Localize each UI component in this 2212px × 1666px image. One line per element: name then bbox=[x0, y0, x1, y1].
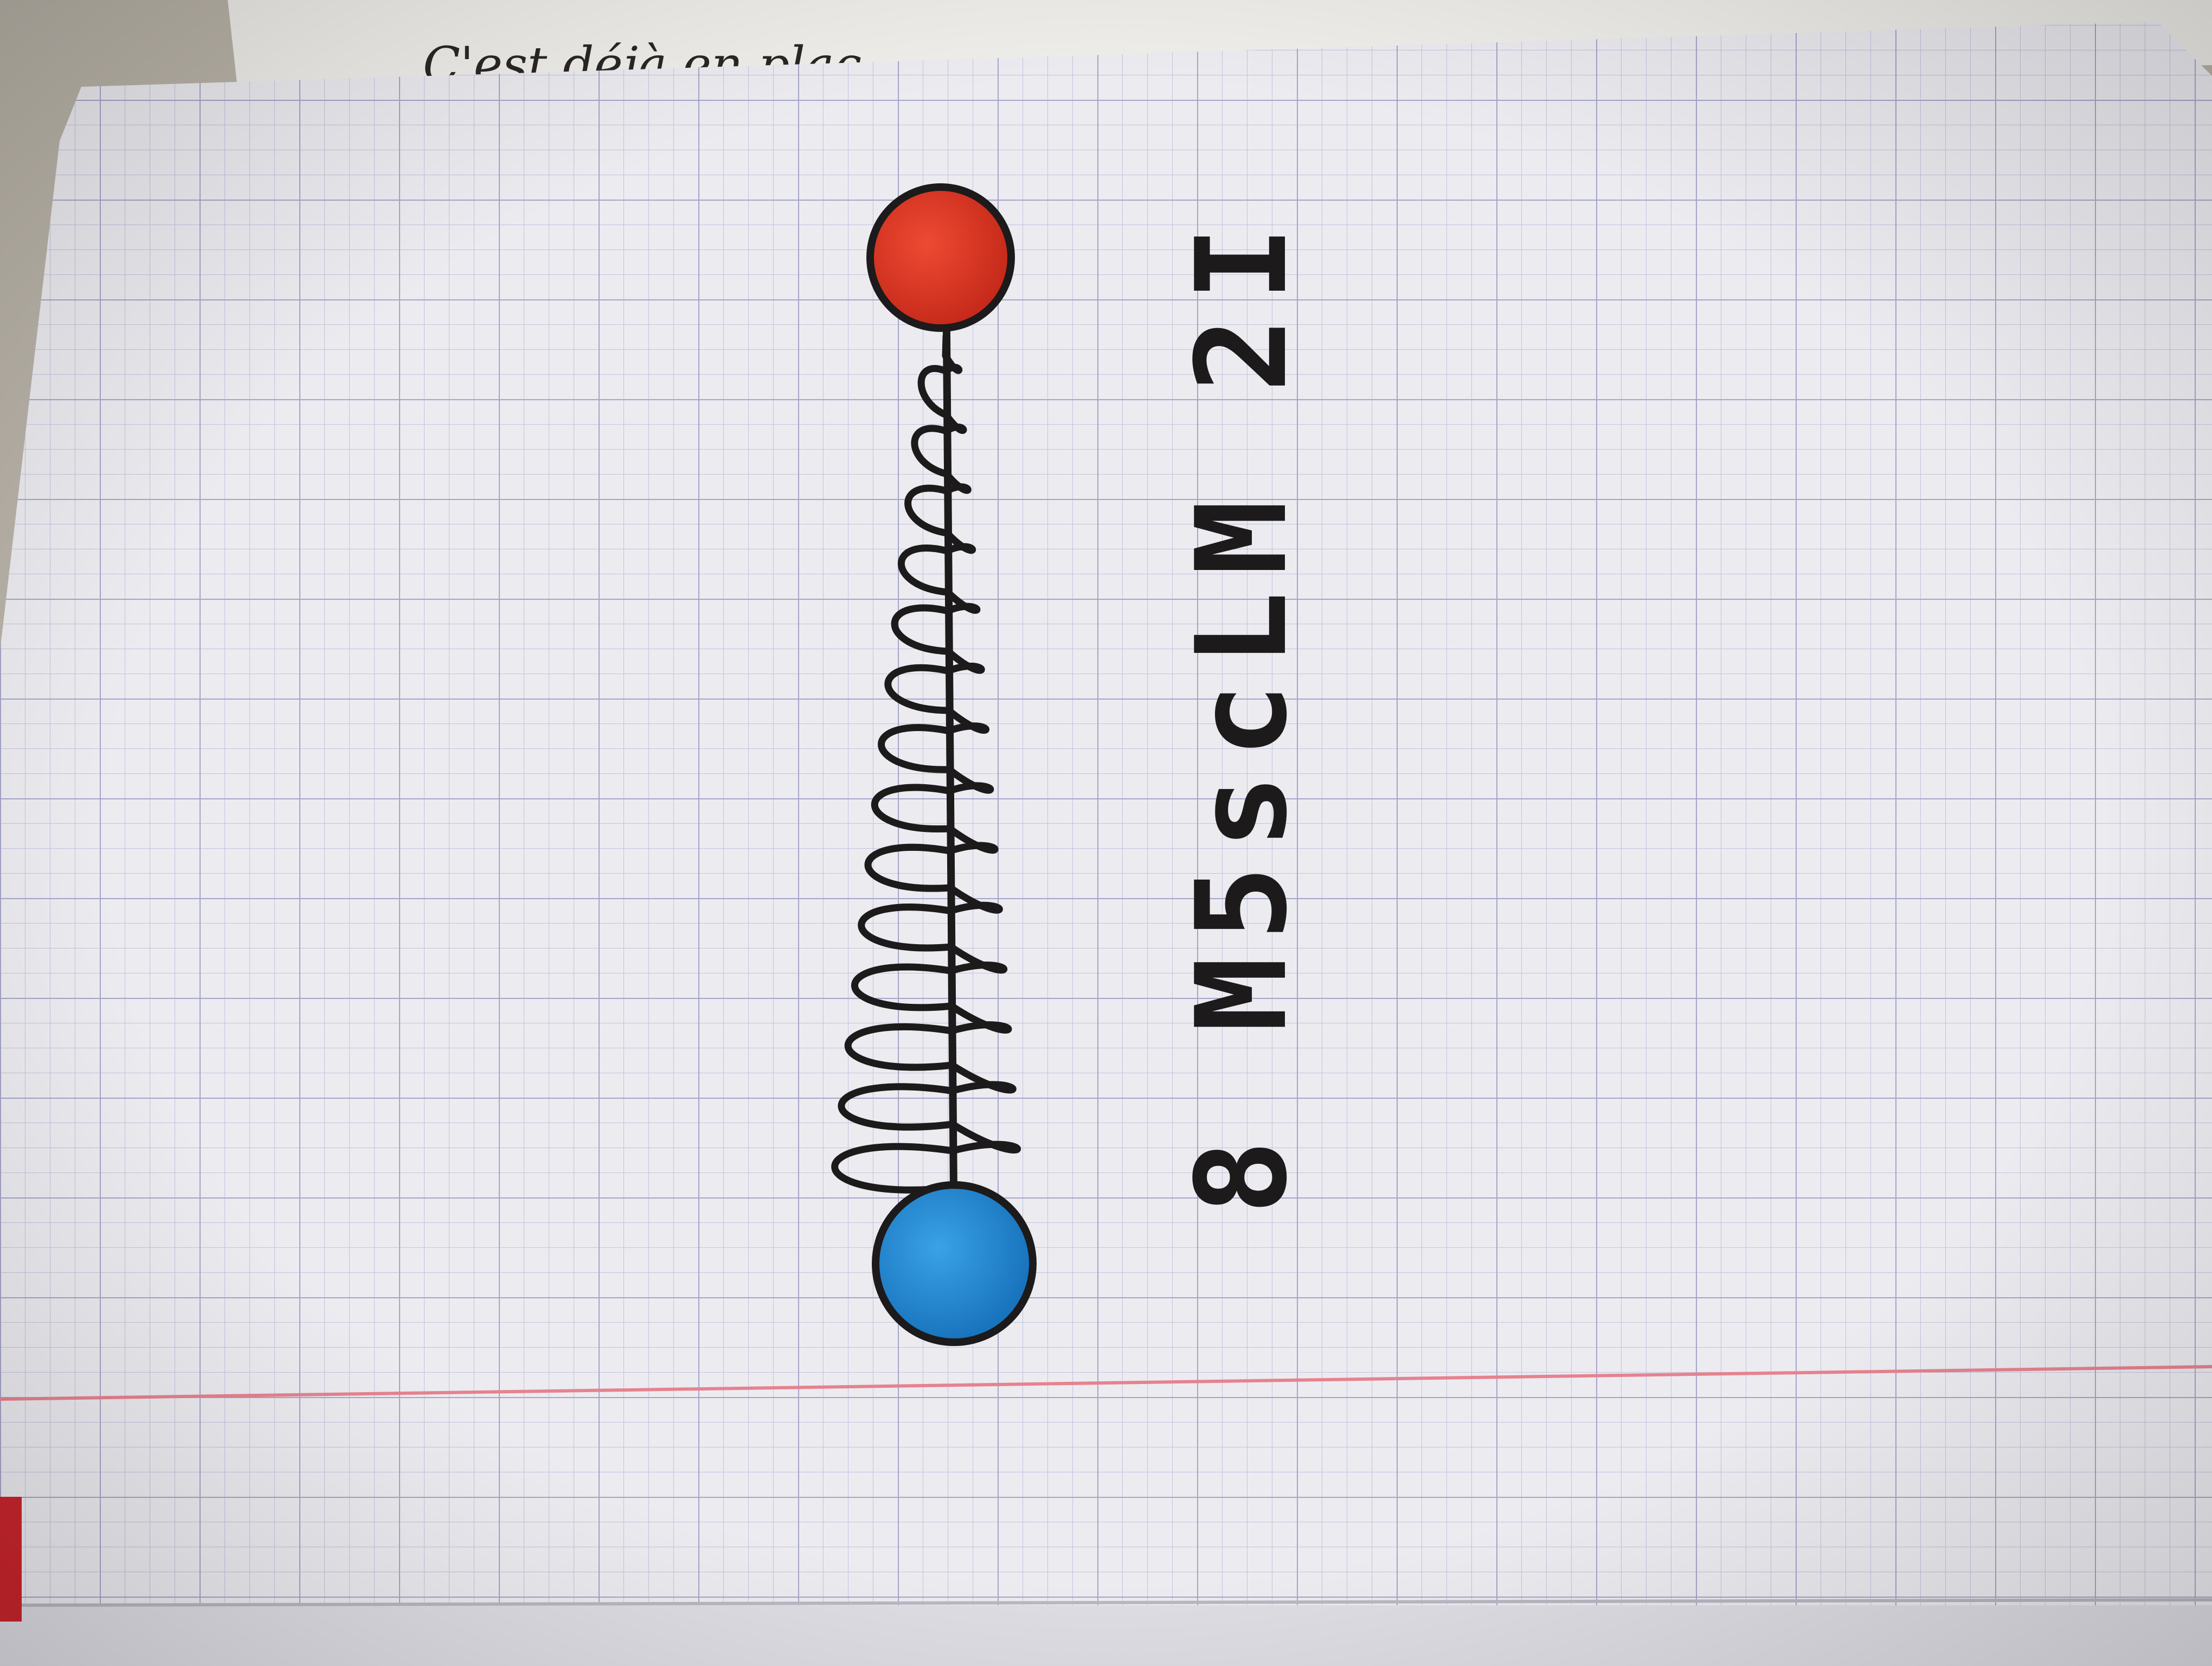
notebook-binding bbox=[0, 1605, 2212, 1666]
notebook-red-edge bbox=[0, 1497, 22, 1622]
blue-ball bbox=[872, 1181, 1037, 1346]
handwritten-code: 8 M5scLM 2I bbox=[1170, 210, 1315, 1215]
red-ball bbox=[866, 183, 1015, 332]
notebook-page bbox=[0, 22, 2212, 1666]
